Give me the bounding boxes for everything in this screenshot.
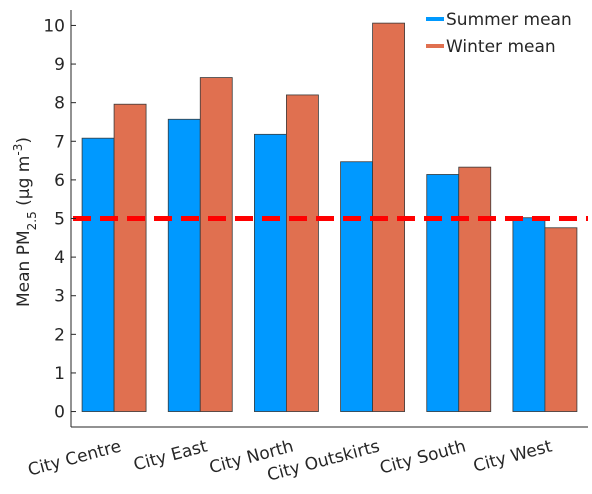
bar-summer-city-north [254, 133, 287, 412]
y-tick-label: 7 [54, 132, 65, 152]
y-tick-label: 4 [54, 248, 65, 268]
x-tick-label: City West [471, 436, 554, 476]
bar-winter-city-west [544, 227, 578, 412]
bar-summer-city-east [167, 118, 201, 412]
y-tick-label: 5 [54, 210, 65, 230]
y-tick-label: 3 [54, 287, 65, 307]
y-tick-label: 8 [54, 94, 65, 114]
y-ticks: 0 1 2 3 4 5 6 7 8 9 10 [43, 16, 76, 423]
y-tick-label: 2 [54, 325, 65, 345]
bar-summer-city-centre [81, 137, 115, 412]
x-tick-label: City South [378, 437, 468, 479]
bars-layer [81, 22, 578, 412]
y-tick-label: 9 [54, 55, 65, 75]
x-tick-label: City Centre [26, 437, 123, 481]
bar-summer-city-outskirts [340, 161, 373, 412]
y-tick-label: 10 [43, 16, 65, 36]
x-tick-label: City East [132, 436, 210, 475]
bar-winter-city-south [458, 166, 492, 412]
legend-label-summer: Summer mean [446, 10, 572, 30]
y-tick-label: 6 [54, 171, 65, 191]
bar-winter-city-east [199, 77, 233, 412]
bar-summer-city-west [512, 217, 546, 412]
legend-swatch-winter [426, 44, 444, 48]
bar-winter-city-north [286, 94, 319, 412]
legend-swatch-summer [426, 17, 444, 21]
legend: Summer mean Winter mean [426, 10, 572, 57]
legend-label-winter: Winter mean [446, 37, 556, 57]
bar-summer-city-south [426, 174, 460, 412]
bar-winter-city-centre [113, 103, 147, 412]
y-tick-label: 1 [54, 364, 65, 384]
y-tick-label: 0 [54, 403, 65, 423]
y-axis-title: Mean PM2.5 (μg m-3) [11, 137, 39, 307]
